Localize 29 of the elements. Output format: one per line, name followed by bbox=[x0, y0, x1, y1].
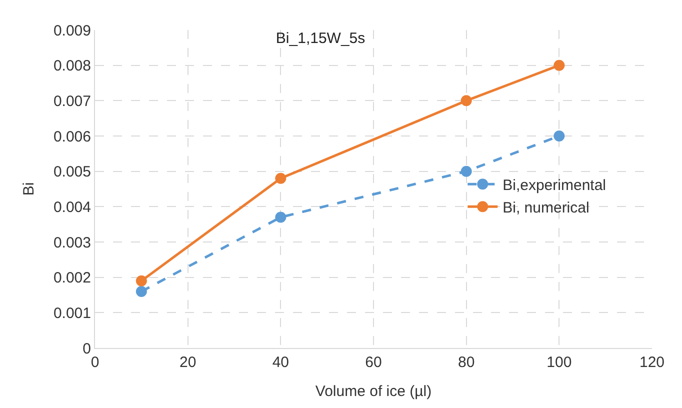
y-tick-label: 0 bbox=[82, 340, 91, 358]
legend-label: Bi,experimental bbox=[502, 176, 606, 194]
point bbox=[554, 130, 565, 142]
point bbox=[460, 95, 472, 106]
point bbox=[136, 275, 147, 286]
y-tick-label: 0.005 bbox=[53, 164, 91, 181]
y-tick-label: 0.006 bbox=[53, 128, 91, 146]
point bbox=[275, 212, 286, 223]
x-axis-title: Volume of ice (µl) bbox=[315, 383, 432, 400]
y-tick-label: 0.001 bbox=[53, 304, 91, 322]
y-tick-label: 0.004 bbox=[53, 198, 91, 216]
x-tick-label: 60 bbox=[365, 354, 382, 371]
y-tick-label: 0.002 bbox=[53, 270, 91, 287]
point bbox=[136, 286, 147, 297]
x-tick-label: 120 bbox=[639, 354, 665, 371]
y-tick-label: 0.009 bbox=[53, 22, 91, 40]
x-tick-label: 20 bbox=[179, 354, 196, 371]
y-tick-label: 0.008 bbox=[53, 58, 91, 75]
x-tick-label: 40 bbox=[272, 354, 290, 371]
y-tick-label: 0.003 bbox=[53, 234, 91, 252]
x-tick-label: 80 bbox=[458, 354, 475, 371]
y-axis-title: Bi bbox=[20, 182, 38, 196]
point bbox=[275, 172, 286, 184]
legend-label: Bi, numerical bbox=[502, 199, 590, 216]
point bbox=[460, 166, 472, 177]
x-tick-label: 100 bbox=[546, 354, 572, 371]
chart-title: Bi_1,15W_5s bbox=[276, 30, 366, 48]
y-tick-label: 0.007 bbox=[53, 92, 91, 110]
point bbox=[554, 60, 565, 71]
